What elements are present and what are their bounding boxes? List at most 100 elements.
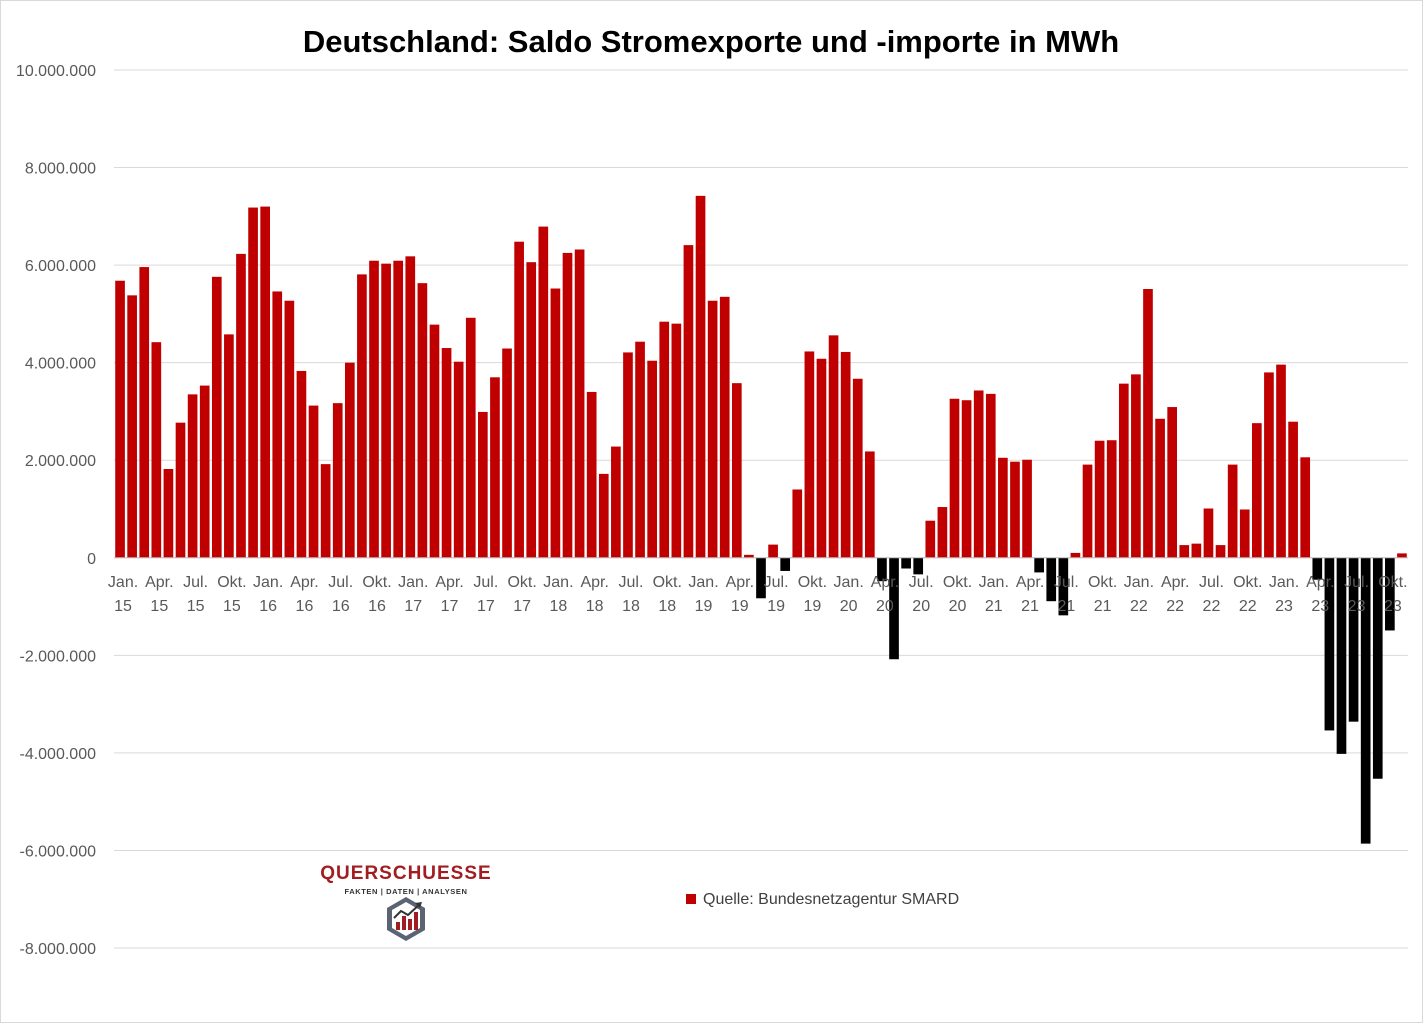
bar bbox=[828, 335, 839, 558]
bar bbox=[1010, 461, 1020, 558]
x-tick-label-year: 15 bbox=[150, 598, 168, 615]
bar bbox=[937, 507, 948, 558]
bar bbox=[1082, 464, 1093, 558]
bar bbox=[248, 207, 258, 558]
bar bbox=[1312, 557, 1323, 580]
bar bbox=[683, 245, 694, 558]
x-tick-label-month: Jul. bbox=[1054, 574, 1079, 591]
x-tick-label-month: Jan. bbox=[108, 574, 138, 591]
bar bbox=[139, 267, 150, 558]
x-tick-label-year: 23 bbox=[1348, 598, 1366, 615]
bars bbox=[115, 195, 1407, 844]
bar bbox=[562, 252, 573, 558]
x-tick-label-year: 17 bbox=[513, 598, 531, 615]
bar bbox=[320, 464, 331, 558]
x-tick-label-month: Okt. bbox=[1378, 574, 1407, 591]
bar bbox=[236, 253, 246, 558]
x-tick-label-month: Okt. bbox=[507, 574, 536, 591]
legend-swatch bbox=[686, 894, 696, 904]
x-tick-label-year: 19 bbox=[767, 598, 785, 615]
bar bbox=[901, 557, 911, 569]
x-tick-label-year: 15 bbox=[187, 598, 205, 615]
y-tick-label: 0 bbox=[87, 551, 96, 568]
bar bbox=[1227, 464, 1238, 558]
x-tick-label-month: Apr. bbox=[290, 574, 318, 591]
bar bbox=[224, 334, 234, 558]
bar bbox=[296, 370, 307, 558]
x-tick-label-month: Okt. bbox=[362, 574, 391, 591]
bar bbox=[405, 256, 416, 558]
bar bbox=[1215, 545, 1226, 558]
x-tick-label-month: Apr. bbox=[1016, 574, 1044, 591]
bar bbox=[1191, 543, 1202, 558]
bar bbox=[623, 352, 633, 558]
bar bbox=[611, 446, 621, 558]
bar bbox=[151, 342, 162, 558]
bar bbox=[659, 321, 670, 558]
bar bbox=[852, 378, 863, 558]
bar bbox=[465, 317, 476, 558]
x-tick-label-month: Apr. bbox=[1161, 574, 1189, 591]
x-tick-label-month: Jul. bbox=[328, 574, 353, 591]
x-tick-label-year: 21 bbox=[1057, 598, 1075, 615]
y-tick-label: 2.000.000 bbox=[25, 453, 96, 470]
bar bbox=[1397, 553, 1407, 558]
bar bbox=[804, 351, 815, 558]
bar bbox=[284, 300, 295, 558]
x-tick-label-month: Apr. bbox=[726, 574, 754, 591]
y-axis-tick-labels: 10.000.000 8.000.000 6.000.000 4.000.000 2.0… bbox=[16, 63, 96, 958]
bar bbox=[441, 348, 452, 558]
bar bbox=[369, 260, 379, 558]
bar bbox=[574, 249, 585, 558]
bar bbox=[1251, 423, 1262, 558]
bar bbox=[1070, 552, 1081, 558]
x-tick-label-month: Jan. bbox=[253, 574, 283, 591]
bar bbox=[1336, 557, 1347, 754]
bar bbox=[1131, 374, 1141, 558]
bar bbox=[1118, 383, 1129, 558]
x-tick-label-year: 17 bbox=[477, 598, 495, 615]
x-tick-label-year: 16 bbox=[296, 598, 314, 615]
x-tick-label-year: 15 bbox=[223, 598, 241, 615]
x-tick-label-month: Okt. bbox=[1233, 574, 1262, 591]
bar bbox=[453, 361, 464, 558]
bar bbox=[1360, 557, 1371, 844]
bar bbox=[1058, 557, 1069, 616]
x-tick-label-year: 18 bbox=[550, 598, 568, 615]
bar bbox=[598, 473, 609, 558]
bar bbox=[514, 241, 524, 558]
x-tick-label-year: 16 bbox=[259, 598, 277, 615]
bar bbox=[671, 323, 682, 558]
bar bbox=[163, 469, 174, 558]
x-tick-label-month: Jul. bbox=[764, 574, 789, 591]
x-tick-label-month: Jul. bbox=[1199, 574, 1224, 591]
x-tick-label-month: Okt. bbox=[217, 574, 246, 591]
x-tick-label-month: Jul. bbox=[909, 574, 934, 591]
bar bbox=[1167, 407, 1178, 558]
bar bbox=[1276, 364, 1286, 558]
x-tick-label-month: Jul. bbox=[1344, 574, 1369, 591]
x-tick-label-year: 16 bbox=[368, 598, 386, 615]
y-tick-label: -2.000.000 bbox=[19, 648, 96, 665]
bar bbox=[780, 557, 791, 571]
bar bbox=[1022, 459, 1032, 558]
x-tick-label-year: 17 bbox=[404, 598, 422, 615]
bar bbox=[187, 394, 198, 558]
x-tick-label-month: Apr. bbox=[145, 574, 173, 591]
bar bbox=[1264, 372, 1274, 558]
chart-title: Deutschland: Saldo Stromexporte und -imp… bbox=[303, 24, 1119, 59]
y-tick-label: 6.000.000 bbox=[25, 258, 96, 275]
x-tick-label-month: Jul. bbox=[473, 574, 498, 591]
legend: Quelle: Bundesnetzagentur SMARD bbox=[686, 891, 959, 908]
x-tick-label-year: 22 bbox=[1203, 598, 1221, 615]
bar bbox=[1143, 289, 1153, 558]
x-tick-label-year: 21 bbox=[1094, 598, 1112, 615]
bar bbox=[308, 405, 319, 558]
bar bbox=[949, 398, 960, 558]
bar bbox=[1094, 440, 1105, 558]
bar bbox=[707, 300, 718, 558]
logo-hexagon-icon bbox=[387, 897, 425, 941]
x-tick-label-month: Apr. bbox=[871, 574, 899, 591]
bar bbox=[586, 391, 597, 558]
x-tick-label-year: 23 bbox=[1384, 598, 1402, 615]
